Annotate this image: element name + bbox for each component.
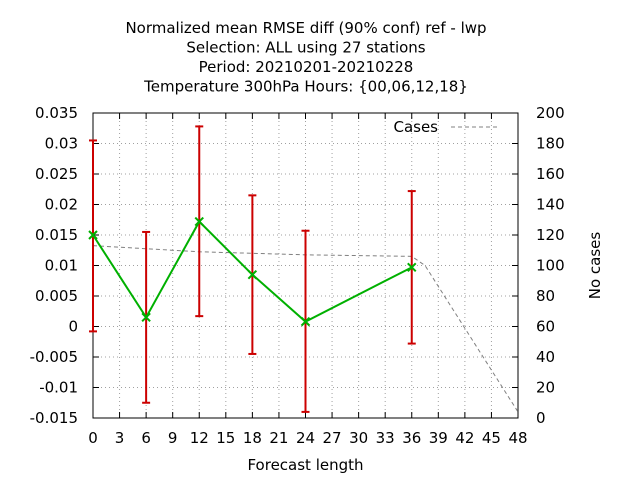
- y-tick-label: 0.01: [45, 257, 78, 275]
- y2-tick-label: 40: [536, 348, 555, 366]
- y2-tick-label: 180: [536, 135, 565, 153]
- title-line: Selection: ALL using 27 stations: [186, 39, 425, 57]
- data-point-stroke: [247, 269, 258, 280]
- axis-ticks: [92, 112, 519, 419]
- y-tick-label: 0.02: [45, 196, 78, 214]
- y2-tick-label: 20: [536, 379, 555, 397]
- x-tick-label: 48: [508, 429, 527, 447]
- y-tick-label: -0.005: [30, 348, 78, 366]
- chart-title: Normalized mean RMSE diff (90% conf) ref…: [125, 19, 486, 96]
- x-tick-label: 3: [115, 429, 125, 447]
- title-line: Temperature 300hPa Hours: {00,06,12,18}: [143, 78, 468, 96]
- data-point: [141, 312, 151, 323]
- y2-tick-label: 160: [536, 165, 565, 183]
- y2-tick-label: 0: [536, 409, 546, 427]
- y2-tick-label: 140: [536, 196, 565, 214]
- y2-tick-label: 80: [536, 287, 555, 305]
- x-tick-label: 24: [296, 429, 315, 447]
- y2-tick-label: 100: [536, 257, 565, 275]
- y-tick-label: 0.03: [45, 135, 78, 153]
- y-tick-label: 0.015: [35, 226, 78, 244]
- y-axis-tick-labels: -0.015 -0.01 -0.005 0 0.005 0.01 0.015 0.02 0.02…: [30, 104, 78, 427]
- x-tick-label: 6: [141, 429, 151, 447]
- y-tick-label: -0.015: [30, 409, 78, 427]
- title-line: Normalized mean RMSE diff (90% conf) ref…: [125, 19, 486, 37]
- data-point-stroke: [407, 262, 417, 273]
- y-tick-label: 0.025: [35, 165, 78, 183]
- y2-tick-label: 120: [536, 226, 565, 244]
- data-point: [407, 262, 417, 273]
- x-tick-label: 36: [402, 429, 421, 447]
- y2-tick-label: 200: [536, 104, 565, 122]
- x-tick-label: 0: [88, 429, 98, 447]
- data-point: [88, 230, 98, 240]
- x-tick-label: 30: [349, 429, 368, 447]
- x-tick-label: 18: [243, 429, 262, 447]
- x-tick-label: 27: [323, 429, 342, 447]
- y-tick-label: -0.01: [39, 379, 78, 397]
- x-tick-label: 42: [455, 429, 474, 447]
- y2-axis-label: No cases: [586, 232, 604, 300]
- legend-label-cases: Cases: [393, 118, 438, 136]
- x-tick-label: 15: [216, 429, 235, 447]
- data-point-stroke: [88, 230, 98, 240]
- x-tick-label: 9: [168, 429, 178, 447]
- data-point: [194, 216, 204, 227]
- cases-line: [92, 245, 519, 413]
- y-tick-label: 0.035: [35, 104, 78, 122]
- x-tick-label: 21: [269, 429, 288, 447]
- main-series-line: [92, 219, 413, 323]
- x-tick-label: 39: [429, 429, 448, 447]
- data-point: [247, 269, 258, 280]
- y2-tick-label: 60: [536, 318, 555, 336]
- x-tick-label: 33: [376, 429, 395, 447]
- x-tick-label: 45: [482, 429, 501, 447]
- data-point-stroke: [194, 216, 204, 227]
- x-axis-tick-labels: 0 3 6 9 12 15 18 21 24 27 30 33 36 39 42 45 48: [88, 429, 527, 447]
- series: [88, 125, 519, 413]
- data-point-stroke: [141, 312, 151, 323]
- y2-axis-tick-labels: 0 20 40 60 80 100 120 140 160 180 200: [536, 104, 565, 427]
- legend: Cases: [393, 118, 498, 136]
- y-tick-label: 0: [68, 318, 78, 336]
- data-point: [300, 316, 311, 327]
- x-tick-label: 12: [190, 429, 209, 447]
- y-tick-label: 0.005: [35, 287, 78, 305]
- data-point-stroke: [300, 316, 311, 327]
- title-line: Period: 20210201-20210228: [199, 58, 414, 76]
- x-axis-label: Forecast length: [247, 456, 363, 474]
